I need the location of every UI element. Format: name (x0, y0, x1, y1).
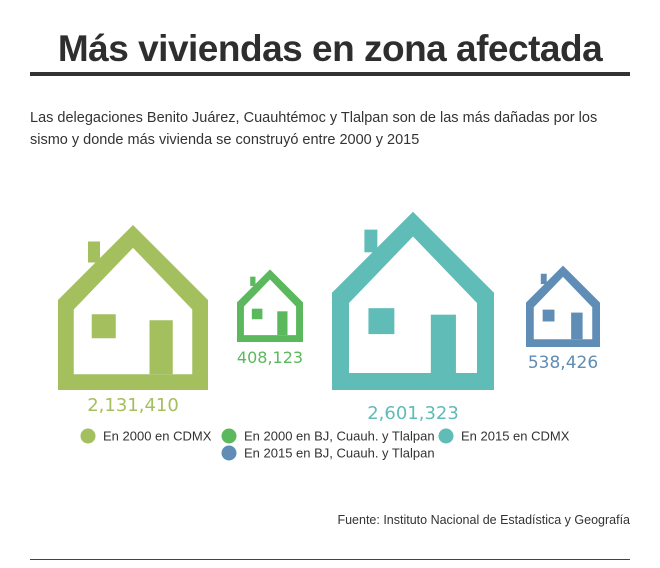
chart-title: Más viviendas en zona afectada (57, 28, 603, 69)
house-icon (58, 225, 208, 390)
house-window (368, 308, 395, 335)
house-door (430, 314, 456, 373)
chart-area: 2,131,410 En 2000 en CDMX 408,123 En 2000 e… (58, 211, 600, 461)
legend-label: En 2000 en BJ, Cuauh. y Tlalpan (244, 429, 435, 444)
house-window (91, 314, 116, 339)
legend-swatch (80, 428, 96, 444)
legend-item: En 2015 en BJ, Cuauh. y Tlalpan (221, 445, 435, 461)
house-icon (332, 211, 494, 390)
house-icon (237, 269, 303, 342)
legend-swatch (438, 428, 454, 444)
title-rule (30, 72, 630, 76)
legend-label: En 2015 en CDMX (461, 429, 570, 444)
legend-item: En 2000 en CDMX (80, 428, 212, 444)
house-door (149, 320, 173, 375)
legend-swatch (221, 428, 237, 444)
legend-label: En 2015 en BJ, Cuauh. y Tlalpan (244, 446, 435, 461)
house-window (251, 308, 263, 320)
house-door (277, 311, 288, 336)
house-icon (526, 265, 600, 347)
data-label: 408,123 (237, 348, 303, 367)
legend-label: En 2000 en CDMX (103, 429, 212, 444)
legend-item: En 2000 en BJ, Cuauh. y Tlalpan (221, 428, 435, 444)
house-door (571, 312, 583, 340)
bottom-rule (30, 559, 630, 560)
legend-item: En 2015 en CDMX (438, 428, 570, 444)
data-label: 2,601,323 (367, 403, 459, 424)
house-window (542, 309, 555, 322)
source-note: Fuente: Instituto Nacional de Estadístic… (337, 513, 630, 527)
data-label: 538,426 (528, 353, 598, 373)
data-label: 2,131,410 (87, 395, 179, 416)
chart-subtitle: Las delegaciones Benito Juárez, Cuauhtém… (30, 110, 598, 148)
legend-swatch (221, 445, 237, 461)
